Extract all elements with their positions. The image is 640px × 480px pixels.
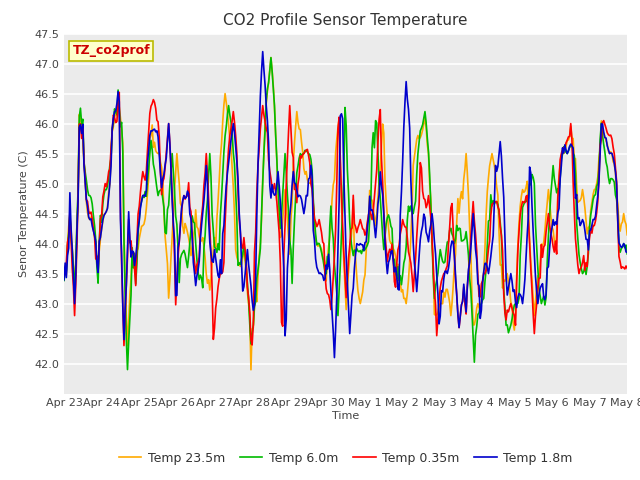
Temp 23.5m bbox=[404, 277, 412, 283]
Temp 0.35m bbox=[237, 244, 245, 250]
Temp 23.5m bbox=[247, 367, 255, 372]
Temp 6.0m bbox=[378, 213, 385, 219]
Temp 23.5m bbox=[476, 307, 484, 313]
Temp 0.35m bbox=[404, 249, 412, 255]
Temp 6.0m bbox=[267, 55, 275, 60]
Temp 1.8m bbox=[378, 183, 385, 189]
Temp 0.35m bbox=[115, 89, 123, 95]
Line: Temp 0.35m: Temp 0.35m bbox=[64, 92, 627, 346]
Temp 1.8m bbox=[259, 48, 266, 54]
Legend: Temp 23.5m, Temp 6.0m, Temp 0.35m, Temp 1.8m: Temp 23.5m, Temp 6.0m, Temp 0.35m, Temp … bbox=[114, 447, 577, 469]
Temp 23.5m bbox=[574, 199, 582, 205]
Temp 1.8m bbox=[60, 277, 68, 283]
Temp 0.35m bbox=[120, 343, 128, 348]
Temp 6.0m bbox=[237, 262, 244, 267]
Temp 23.5m bbox=[60, 267, 68, 273]
Temp 1.8m bbox=[623, 250, 631, 255]
Temp 1.8m bbox=[299, 204, 307, 209]
Line: Temp 23.5m: Temp 23.5m bbox=[64, 58, 627, 370]
Temp 23.5m bbox=[236, 261, 243, 266]
Temp 1.8m bbox=[574, 216, 582, 222]
Line: Temp 6.0m: Temp 6.0m bbox=[64, 58, 627, 370]
Title: CO2 Profile Sensor Temperature: CO2 Profile Sensor Temperature bbox=[223, 13, 468, 28]
Temp 0.35m bbox=[476, 294, 484, 300]
Temp 0.35m bbox=[574, 263, 582, 268]
Temp 0.35m bbox=[60, 265, 68, 271]
Temp 6.0m bbox=[574, 235, 582, 241]
Temp 0.35m bbox=[623, 265, 631, 271]
Temp 6.0m bbox=[476, 303, 484, 309]
Temp 23.5m bbox=[623, 232, 631, 238]
Temp 6.0m bbox=[623, 251, 631, 257]
Temp 23.5m bbox=[300, 166, 308, 171]
Temp 1.8m bbox=[476, 315, 484, 321]
Temp 6.0m bbox=[404, 204, 412, 209]
Temp 6.0m bbox=[124, 367, 131, 372]
Text: TZ_co2prof: TZ_co2prof bbox=[72, 44, 150, 58]
Temp 6.0m bbox=[60, 277, 68, 283]
X-axis label: Time: Time bbox=[332, 411, 359, 421]
Temp 0.35m bbox=[300, 151, 308, 156]
Temp 1.8m bbox=[331, 355, 339, 360]
Y-axis label: Senor Temperature (C): Senor Temperature (C) bbox=[19, 150, 29, 277]
Temp 23.5m bbox=[378, 144, 385, 150]
Temp 23.5m bbox=[267, 55, 275, 60]
Temp 1.8m bbox=[404, 107, 412, 112]
Temp 6.0m bbox=[300, 151, 308, 156]
Temp 1.8m bbox=[236, 209, 243, 215]
Line: Temp 1.8m: Temp 1.8m bbox=[64, 51, 627, 358]
Temp 0.35m bbox=[378, 156, 385, 161]
